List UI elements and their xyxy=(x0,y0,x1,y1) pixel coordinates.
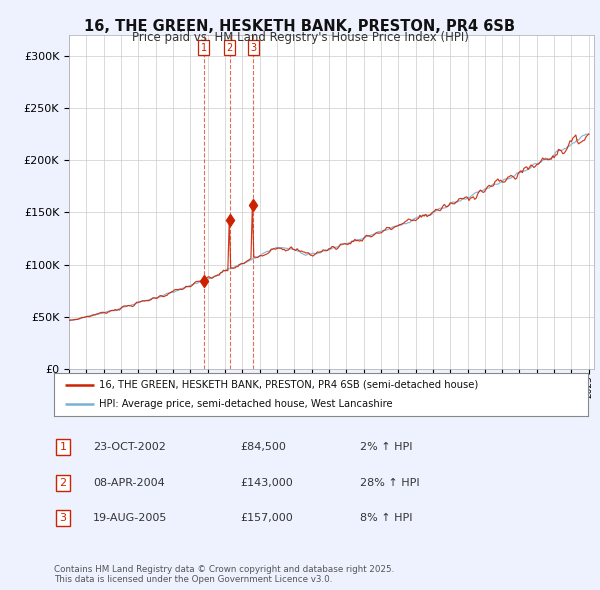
Text: 1: 1 xyxy=(59,442,67,452)
Text: 3: 3 xyxy=(250,43,256,53)
Text: 2% ↑ HPI: 2% ↑ HPI xyxy=(360,442,413,452)
Text: 3: 3 xyxy=(59,513,67,523)
Text: 2: 2 xyxy=(59,478,67,487)
Text: 2: 2 xyxy=(226,43,233,53)
Text: 23-OCT-2002: 23-OCT-2002 xyxy=(93,442,166,452)
Text: 19-AUG-2005: 19-AUG-2005 xyxy=(93,513,167,523)
Text: Contains HM Land Registry data © Crown copyright and database right 2025.
This d: Contains HM Land Registry data © Crown c… xyxy=(54,565,394,584)
Text: 16, THE GREEN, HESKETH BANK, PRESTON, PR4 6SB (semi-detached house): 16, THE GREEN, HESKETH BANK, PRESTON, PR… xyxy=(100,380,479,390)
Text: 16, THE GREEN, HESKETH BANK, PRESTON, PR4 6SB: 16, THE GREEN, HESKETH BANK, PRESTON, PR… xyxy=(85,19,515,34)
Text: 28% ↑ HPI: 28% ↑ HPI xyxy=(360,478,419,487)
Text: £84,500: £84,500 xyxy=(240,442,286,452)
Text: HPI: Average price, semi-detached house, West Lancashire: HPI: Average price, semi-detached house,… xyxy=(100,399,393,409)
Text: £143,000: £143,000 xyxy=(240,478,293,487)
Text: 08-APR-2004: 08-APR-2004 xyxy=(93,478,165,487)
Text: £157,000: £157,000 xyxy=(240,513,293,523)
Text: 8% ↑ HPI: 8% ↑ HPI xyxy=(360,513,413,523)
Text: 1: 1 xyxy=(201,43,207,53)
Text: Price paid vs. HM Land Registry's House Price Index (HPI): Price paid vs. HM Land Registry's House … xyxy=(131,31,469,44)
